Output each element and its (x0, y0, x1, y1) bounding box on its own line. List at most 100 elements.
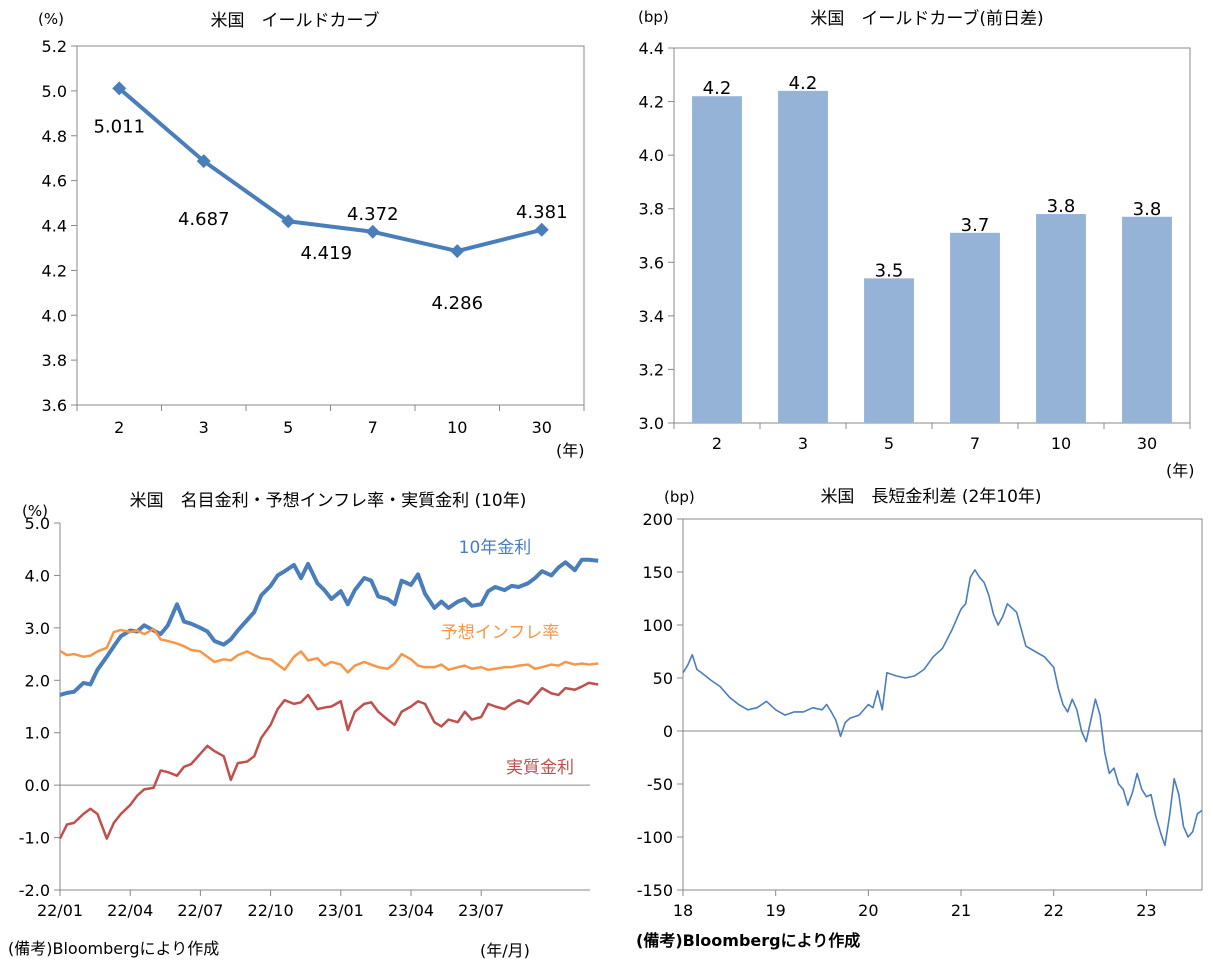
chart2-bar (778, 90, 828, 423)
chart2-bar (1122, 216, 1172, 423)
chart4-plot-area (682, 518, 1203, 891)
chart2-data-label: 4.2 (703, 78, 732, 99)
chart1-point (450, 244, 465, 259)
chart1-ytick-label: 4.0 (42, 306, 67, 325)
chart4-xtick-label: 23 (1136, 901, 1156, 920)
chart1-ytick-label: 4.4 (42, 217, 67, 236)
chart2-bar (1036, 214, 1086, 423)
chart2-xtick-label: 7 (970, 434, 980, 453)
chart4-ytick-label: -100 (637, 828, 673, 847)
chart3-series-label: 予想インフレ率 (441, 623, 560, 643)
chart3-xtick-label: 23/04 (388, 901, 434, 920)
chart2-ytick-label: 3.2 (639, 360, 664, 379)
chart2-ytick-label: 4.0 (639, 146, 664, 165)
chart1-xtick-label: 7 (368, 418, 378, 437)
chart2-data-label: 3.8 (1133, 199, 1162, 220)
yield-curve-chart: 米国 イールドカーブ (%) (年) 3.6 3.8 4.0 4.2 4.4 4.6 4.8… (38, 10, 585, 460)
yield-curve-change-chart: 米国 イールドカーブ(前日差) (bp) (年) 3.0 3.2 3.4 3.6 3.8… (638, 8, 1195, 480)
chart1-data-label: 5.011 (93, 116, 145, 137)
chart2-xtick-label: 2 (712, 434, 722, 453)
rates-chart: 米国 名目金利・予想インフレ率・実質金利 (10年) (%) (年/月) (備考… (8, 491, 599, 960)
chart3-xtick-label: 22/07 (177, 901, 223, 920)
chart4-xtick-label: 20 (858, 901, 878, 920)
chart3-ytick-label: 2.0 (25, 671, 50, 690)
chart1-xtick-label: 3 (199, 418, 209, 437)
chart2-bar (864, 278, 914, 423)
chart4-ytick-label: -150 (637, 881, 673, 900)
chart3-series-line (59, 627, 599, 674)
chart1-point (365, 224, 380, 239)
chart3-xunit: (年/月) (480, 941, 530, 960)
spread-chart: 米国 長短金利差 (2年10年) (bp) (備考)Bloombergにより作成… (636, 487, 1203, 950)
chart2-ytick-label: 3.6 (639, 253, 664, 272)
chart1-data-label: 4.372 (347, 204, 399, 225)
chart3-xtick-label: 23/07 (458, 901, 504, 920)
chart1-point (196, 154, 211, 169)
chart3-ytick-label: -2.0 (19, 881, 50, 900)
chart1-xunit: (年) (556, 441, 585, 460)
chart2-data-label: 4.2 (789, 73, 818, 94)
chart3-series-label: 実質金利 (506, 758, 574, 778)
chart2-bar (950, 232, 1000, 423)
chart4-ytick-label: 200 (642, 510, 673, 529)
chart4-series-line (682, 569, 1203, 847)
chart2-ytick-label: 4.4 (639, 39, 664, 58)
chart1-data-label: 4.286 (431, 293, 483, 314)
chart3-xtick-label: 22/01 (37, 901, 83, 920)
chart2-title: 米国 イールドカーブ(前日差) (810, 8, 1043, 29)
chart2-ytick-label: 4.2 (639, 93, 664, 112)
chart1-ylabel: (%) (38, 10, 64, 28)
chart1-point (281, 214, 296, 229)
chart2-ytick-label: 3.8 (639, 200, 664, 219)
chart3-series-label: 10年金利 (459, 538, 532, 558)
chart1-series-line (117, 86, 543, 254)
chart1-ytick-label: 4.6 (42, 172, 67, 191)
chart4-note: (備考)Bloombergにより作成 (636, 931, 860, 950)
chart3-ytick-label: 0.0 (25, 776, 50, 795)
chart3-ytick-label: 4.0 (25, 566, 50, 585)
chart2-xtick-label: 30 (1137, 434, 1157, 453)
chart1-ytick-label: 3.6 (42, 396, 67, 415)
chart3-xtick-label: 22/10 (248, 901, 294, 920)
chart2-data-label: 3.8 (1047, 196, 1076, 217)
chart2-xunit: (年) (1166, 461, 1195, 480)
chart1-point (534, 222, 549, 237)
chart3-ytick-label: -1.0 (19, 829, 50, 848)
chart3-note: (備考)Bloombergにより作成 (8, 939, 219, 958)
chart4-ylabel: (bp) (664, 488, 695, 506)
chart1-title: 米国 イールドカーブ (211, 10, 380, 31)
chart1-ytick-label: 5.0 (42, 82, 67, 101)
chart3-series-line (58, 681, 599, 840)
chart2-bar (692, 96, 742, 423)
chart1-ytick-label: 5.2 (42, 37, 67, 56)
chart4-title: 米国 長短金利差 (2年10年) (820, 487, 1041, 507)
chart4-ytick-label: 150 (642, 563, 673, 582)
chart4-xtick-label: 21 (951, 901, 971, 920)
chart3-ytick-label: 1.0 (25, 724, 50, 743)
chart1-point (112, 81, 127, 96)
chart3-ylabel: (%) (22, 502, 48, 520)
chart3-series-line (59, 557, 599, 697)
chart2-xtick-label: 3 (798, 434, 808, 453)
chart2-data-label: 3.5 (875, 260, 904, 281)
chart4-ytick-label: 100 (642, 616, 673, 635)
chart2-ytick-label: 3.4 (639, 307, 664, 326)
chart1-data-label: 4.381 (516, 202, 568, 223)
chart3-xtick-label: 23/01 (318, 901, 364, 920)
chart4-ytick-label: 0 (663, 722, 673, 741)
chart1-ytick-label: 4.8 (42, 127, 67, 146)
chart1-ytick-label: 4.2 (42, 261, 67, 280)
chart2-plot-area (673, 47, 1191, 424)
chart1-data-label: 4.687 (178, 209, 230, 230)
chart1-xtick-label: 30 (532, 418, 552, 437)
chart3-ytick-label: 5.0 (25, 514, 50, 533)
chart2-ylabel: (bp) (638, 8, 669, 26)
chart3-xtick-label: 22/04 (107, 901, 153, 920)
chart3-title: 米国 名目金利・予想インフレ率・実質金利 (10年) (130, 491, 527, 511)
chart4-xtick-label: 18 (673, 901, 693, 920)
chart2-data-label: 3.7 (961, 215, 990, 236)
chart4-xtick-label: 19 (765, 901, 785, 920)
chart2-xtick-label: 5 (884, 434, 894, 453)
chart2-ytick-label: 3.0 (639, 414, 664, 433)
chart3-ytick-label: 3.0 (25, 619, 50, 638)
